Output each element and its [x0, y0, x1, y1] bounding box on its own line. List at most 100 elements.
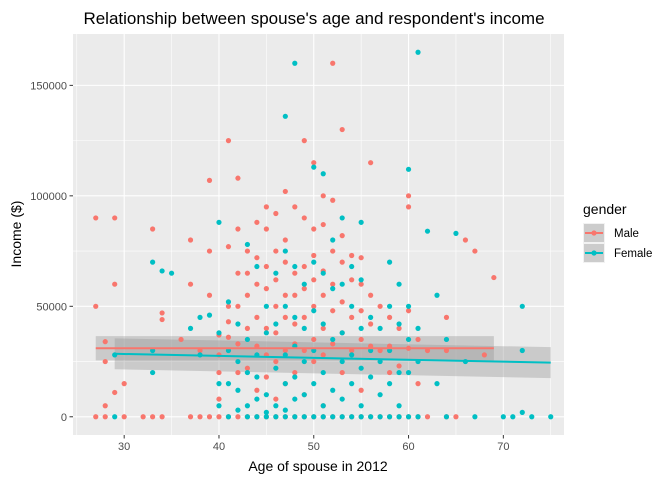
point-female	[301, 392, 307, 398]
point-male	[254, 281, 260, 287]
point-male	[102, 358, 108, 365]
point-female	[415, 49, 421, 55]
point-female	[273, 321, 279, 327]
point-male	[386, 314, 393, 320]
point-female	[358, 325, 364, 331]
point-female	[244, 241, 251, 248]
point-female	[472, 414, 478, 420]
point-male	[320, 325, 326, 331]
point-female	[311, 164, 317, 170]
point-female	[358, 365, 364, 371]
point-female	[396, 414, 402, 420]
point-male	[301, 286, 307, 292]
point-male	[349, 277, 355, 283]
point-female	[150, 369, 156, 376]
point-male	[159, 310, 165, 316]
point-male	[481, 352, 487, 358]
point-male	[225, 244, 232, 250]
point-female	[263, 330, 269, 336]
point-male	[244, 270, 251, 276]
point-female	[396, 281, 402, 287]
point-female	[519, 347, 525, 354]
point-male	[339, 233, 345, 239]
point-female	[244, 369, 251, 376]
point-male	[102, 403, 108, 409]
point-female	[377, 414, 383, 420]
point-male	[405, 204, 412, 210]
point-female	[225, 414, 232, 420]
point-female	[320, 321, 326, 327]
point-female	[216, 403, 222, 409]
point-female	[282, 113, 288, 119]
point-male	[263, 374, 269, 380]
point-female	[368, 314, 374, 320]
point-male	[415, 336, 421, 343]
point-female	[244, 414, 251, 420]
point-male	[311, 303, 317, 309]
point-female	[320, 171, 326, 177]
point-male	[254, 255, 260, 261]
point-male	[405, 308, 412, 314]
point-male	[216, 414, 222, 420]
point-male	[282, 314, 288, 320]
point-male	[206, 292, 213, 298]
grid-major	[73, 34, 564, 435]
point-female	[254, 414, 260, 420]
point-male	[292, 292, 298, 298]
point-male	[187, 237, 194, 243]
point-male	[368, 160, 374, 166]
point-male	[330, 341, 336, 347]
point-female	[282, 248, 288, 254]
point-female	[282, 352, 288, 358]
point-female	[339, 281, 345, 287]
legend: gender Male Female	[583, 201, 652, 263]
point-male	[93, 303, 99, 309]
point-female	[349, 414, 355, 420]
point-female	[197, 314, 203, 320]
legend-label-female: Female	[614, 248, 652, 260]
point-male	[349, 252, 355, 259]
point-female	[320, 414, 326, 420]
point-female	[301, 358, 307, 365]
point-female	[519, 303, 525, 309]
point-male	[235, 303, 241, 309]
point-female	[235, 321, 241, 327]
point-male	[368, 292, 374, 298]
point-female	[405, 303, 412, 309]
point-male	[396, 325, 402, 331]
point-female	[358, 277, 364, 283]
point-female	[453, 230, 459, 236]
point-female	[225, 299, 232, 305]
point-female	[301, 281, 307, 287]
point-male	[102, 339, 108, 345]
point-female	[386, 381, 393, 387]
point-female	[510, 414, 516, 420]
legend-label-male: Male	[614, 228, 639, 240]
point-female	[216, 219, 222, 225]
point-female	[377, 392, 383, 398]
point-female	[216, 330, 222, 336]
point-female	[529, 414, 535, 420]
point-male	[358, 387, 364, 393]
point-female	[282, 414, 288, 420]
point-female	[292, 60, 298, 66]
point-female	[377, 325, 383, 331]
point-female	[263, 392, 269, 398]
x-axis-title: Age of spouse in 2012	[248, 458, 388, 474]
point-male	[282, 292, 288, 298]
point-female	[349, 381, 355, 387]
point-male	[150, 226, 156, 232]
point-male	[254, 314, 260, 320]
point-female	[254, 263, 260, 270]
point-male	[377, 303, 383, 309]
point-female	[273, 414, 279, 420]
point-female	[339, 330, 345, 336]
point-male	[330, 281, 336, 287]
x-tick-label: 70	[497, 441, 509, 453]
legend-key-point	[591, 230, 597, 236]
point-female	[424, 228, 431, 234]
x-tick-label: 60	[402, 441, 414, 453]
point-male	[339, 369, 345, 376]
point-female	[349, 263, 355, 270]
point-male	[112, 215, 118, 221]
